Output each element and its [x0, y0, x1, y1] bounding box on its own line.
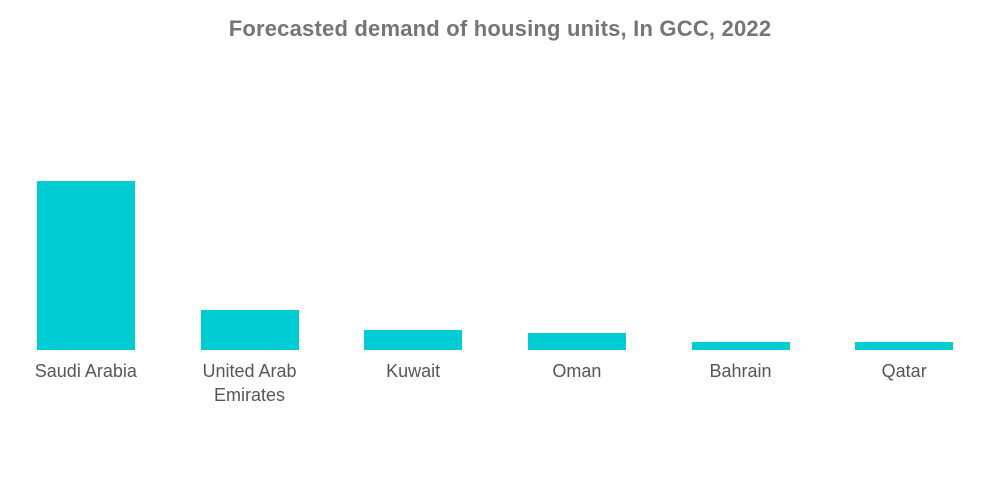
bar-column-bahrain: Bahrain — [659, 0, 823, 381]
bar-column-qatar: Qatar — [822, 0, 986, 381]
x-axis-label-bahrain: Bahrain — [709, 361, 772, 381]
x-axis-label-united-arab-emirates: United Arab Emirates — [202, 361, 297, 405]
bar-kuwait[interactable] — [364, 330, 463, 350]
bar-column-kuwait: Kuwait — [331, 0, 495, 381]
bar-united-arab-emirates[interactable] — [200, 309, 299, 350]
x-axis-label-saudi-arabia: Saudi Arabia — [34, 361, 137, 381]
chart-title: Forecasted demand of housing units, In G… — [228, 16, 772, 41]
x-axis-label-qatar: Qatar — [881, 361, 927, 381]
bar-column-united-arab-emirates: United Arab Emirates — [168, 0, 332, 405]
bar-chart-plot: Saudi Arabia United Arab Emirates Kuwait Om… — [4, 0, 986, 405]
bar-oman[interactable] — [527, 333, 626, 350]
bar-column-saudi-arabia: Saudi Arabia — [4, 0, 168, 381]
bar-bahrain[interactable] — [691, 341, 790, 350]
bar-column-oman: Oman — [495, 0, 659, 381]
x-axis-label-oman: Oman — [552, 361, 602, 381]
bar-qatar[interactable] — [855, 342, 954, 350]
bar-saudi-arabia[interactable] — [36, 181, 135, 350]
x-axis-label-kuwait: Kuwait — [386, 361, 441, 381]
